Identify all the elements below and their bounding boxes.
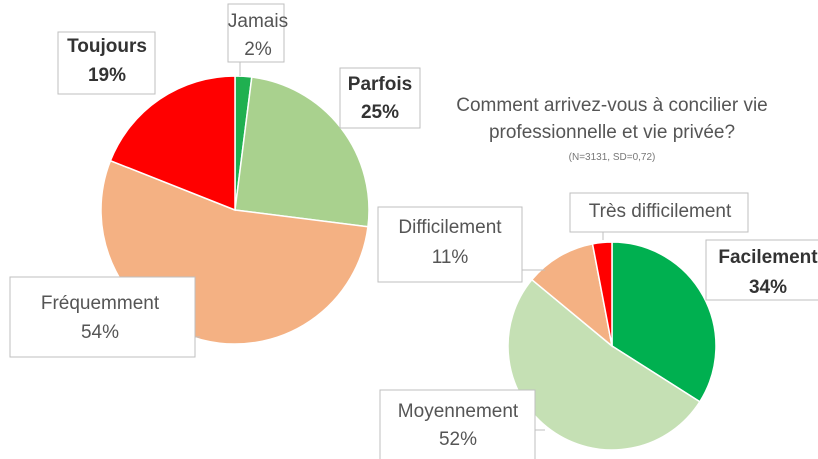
label-box <box>705 239 818 301</box>
slice-label: Jamais <box>228 11 288 32</box>
label-box <box>57 31 156 95</box>
label-box <box>9 276 196 358</box>
slice-value: 19% <box>88 65 126 86</box>
slice-value: 11% <box>432 247 469 268</box>
pie-slice <box>109 75 236 212</box>
slice-label: Toujours <box>67 36 147 57</box>
slice-label: Parfois <box>348 74 412 95</box>
slice-value: 54% <box>81 322 119 343</box>
chart-subtitle: (N=3131, SD=0,72) <box>568 152 656 163</box>
label-box <box>377 206 523 283</box>
pie-slice <box>591 241 613 347</box>
slice-label: Moyennement <box>398 401 519 422</box>
pie-slice <box>530 242 614 348</box>
slice-value: 34% <box>749 277 787 298</box>
slice-label: Fréquemment <box>41 293 160 314</box>
chart-title: Comment arrivez-vous à concilier vie pro… <box>456 95 768 143</box>
label-box <box>227 3 285 63</box>
slice-label: Difficilement <box>398 217 502 238</box>
slice-label: Très difficilement <box>589 201 732 222</box>
slice-value: 25% <box>361 102 399 123</box>
label-box <box>569 192 749 233</box>
slice-value: 52% <box>439 429 477 450</box>
pie-slice <box>507 278 701 451</box>
label-box <box>379 389 536 459</box>
slice-label: Facilement <box>718 247 818 268</box>
label-box <box>339 67 421 129</box>
slice-value: 2% <box>244 39 272 60</box>
